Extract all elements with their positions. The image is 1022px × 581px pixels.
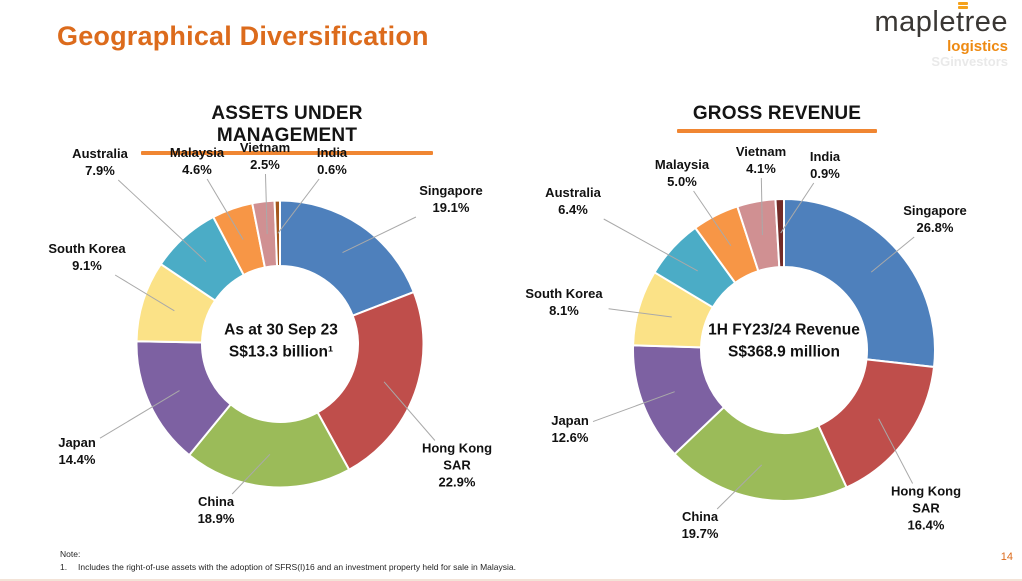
donut-center-label-aum: As at 30 Sep 23 S$13.3 billion¹: [224, 319, 338, 362]
leader-line-revenue-singapore: [870, 236, 915, 273]
leader-line-revenue-india: [780, 182, 815, 234]
donut-center-label-revenue: 1H FY23/24 Revenue S$368.9 million: [708, 319, 860, 362]
leader-line-revenue-south-korea: [608, 308, 672, 318]
label-revenue-malaysia: Malaysia 5.0%: [654, 157, 710, 189]
leader-line-revenue-china: [716, 464, 763, 510]
footnote-label: Note:: [60, 549, 81, 559]
revenue-center-line1: 1H FY23/24 Revenue: [708, 321, 860, 339]
chart-title-aum-text: ASSETS UNDER MANAGEMENT: [211, 103, 363, 146]
leader-line-revenue-australia: [603, 218, 698, 272]
page-number: 14: [1000, 551, 1013, 563]
footnote-item: 1. Includes the right-of-use assets with…: [60, 561, 516, 574]
footnote: Note: 1. Includes the right-of-use asset…: [60, 548, 516, 574]
slice-aum-hong-kong-sar: [316, 290, 425, 472]
slice-revenue-china: [673, 405, 848, 502]
leader-line-revenue-hong-kong-sar: [878, 418, 914, 484]
label-revenue-india: India 0.9%: [809, 149, 841, 181]
label-aum-singapore: Singapore 19.1%: [419, 183, 483, 215]
leader-line-aum-south-korea: [114, 274, 175, 312]
leader-line-aum-japan: [99, 390, 180, 439]
label-revenue-south-korea: South Korea 8.1%: [525, 286, 603, 318]
chart-title-revenue-text: GROSS REVENUE: [692, 103, 862, 124]
chart-title-aum: ASSETS UNDER MANAGEMENT: [141, 103, 433, 155]
logo-text-post: ree: [964, 6, 1008, 38]
label-aum-south-korea: South Korea 9.1%: [48, 241, 126, 273]
sginvestors-watermark: SGinvestors: [931, 54, 1008, 69]
label-revenue-vietnam: Vietnam 4.1%: [735, 144, 787, 176]
leader-line-revenue-vietnam: [760, 177, 763, 236]
mapletree-wordmark: mapletree: [874, 2, 1008, 38]
label-revenue-singapore: Singapore 26.8%: [903, 203, 967, 235]
slice-revenue-singapore: [783, 197, 936, 369]
leader-line-aum-malaysia: [206, 178, 244, 240]
leader-line-aum-hong-kong-sar: [383, 381, 436, 441]
label-revenue-japan: Japan 12.6%: [551, 413, 589, 445]
logo-logistics-label: logistics: [947, 38, 1008, 55]
slice-aum-china: [187, 403, 351, 489]
leader-line-revenue-japan: [592, 391, 675, 423]
leader-line-revenue-malaysia: [693, 190, 732, 247]
leader-line-aum-india: [277, 178, 320, 234]
leader-line-aum-australia: [117, 179, 207, 262]
label-revenue-australia: Australia 6.4%: [545, 185, 601, 217]
chart-title-aum-underline: [141, 151, 433, 155]
label-aum-india: India 0.6%: [316, 145, 348, 177]
aum-center-line2: S$13.3 billion¹: [228, 343, 334, 360]
slice-aum-india: [273, 199, 281, 268]
label-aum-malaysia: Malaysia 4.6%: [169, 145, 225, 177]
slice-aum-singapore: [279, 199, 416, 318]
logo-text-pre: maple: [874, 6, 957, 38]
mapletree-logo: mapletree logistics SGinvestors: [874, 2, 1008, 69]
label-aum-hong-kong-sar: Hong Kong SAR 22.9%: [421, 440, 493, 490]
revenue-center-line2: S$368.9 million: [727, 343, 840, 360]
footnote-text: Includes the right-of-use assets with th…: [78, 561, 516, 572]
chart-title-revenue-underline: [677, 129, 877, 133]
leader-line-aum-singapore: [342, 216, 417, 254]
label-revenue-china: China 19.7%: [681, 509, 719, 541]
slice-revenue-india: [774, 197, 785, 269]
logo-t-orange-bars-icon: t: [956, 2, 968, 38]
chart-title-revenue: GROSS REVENUE: [677, 103, 877, 133]
leader-line-aum-vietnam: [264, 173, 268, 235]
label-aum-vietnam: Vietnam 2.5%: [239, 140, 291, 172]
leader-line-aum-china: [231, 453, 271, 495]
label-aum-australia: Australia 7.9%: [72, 146, 128, 178]
label-aum-japan: Japan 14.4%: [58, 435, 96, 467]
aum-center-line1: As at 30 Sep 23: [224, 321, 338, 339]
label-aum-china: China 18.9%: [197, 494, 235, 526]
footnote-number: 1.: [60, 561, 68, 572]
label-revenue-hong-kong-sar: Hong Kong SAR 16.4%: [890, 483, 962, 533]
page-title: Geographical Diversification: [57, 21, 429, 51]
